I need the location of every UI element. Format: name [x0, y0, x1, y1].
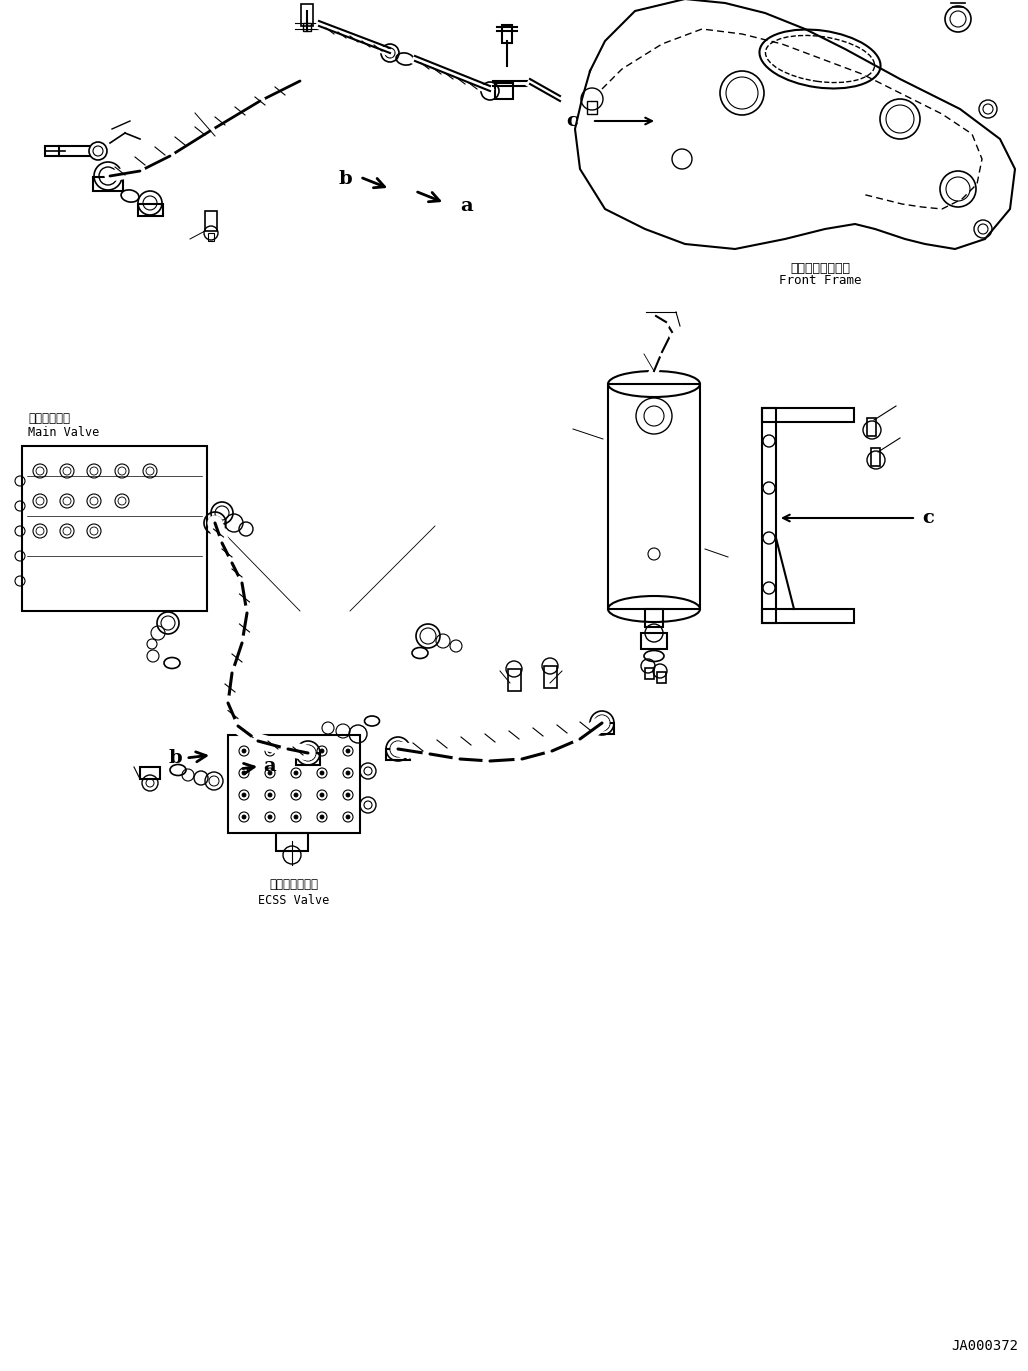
Circle shape — [294, 771, 298, 775]
Circle shape — [268, 792, 272, 797]
Bar — [762, 409, 854, 422]
Bar — [645, 609, 663, 627]
Bar — [140, 766, 160, 779]
Bar — [502, 25, 512, 43]
Bar — [45, 145, 59, 156]
Circle shape — [268, 814, 272, 818]
Circle shape — [346, 771, 350, 775]
Bar — [301, 4, 313, 26]
Bar — [93, 177, 123, 191]
Circle shape — [268, 771, 272, 775]
Text: c: c — [922, 509, 933, 526]
Circle shape — [294, 814, 298, 818]
Bar — [657, 672, 666, 683]
Bar — [762, 409, 776, 622]
Bar — [508, 669, 521, 691]
Circle shape — [242, 771, 246, 775]
Bar — [587, 101, 597, 114]
Bar — [22, 446, 207, 611]
Text: b: b — [338, 170, 352, 188]
Bar — [208, 233, 214, 241]
Bar — [867, 418, 876, 436]
Text: c: c — [566, 112, 578, 130]
Circle shape — [242, 749, 246, 753]
Circle shape — [294, 749, 298, 753]
Text: b: b — [169, 749, 182, 766]
Circle shape — [242, 814, 246, 818]
Circle shape — [294, 792, 298, 797]
Text: Main Valve: Main Valve — [28, 425, 100, 439]
Bar — [228, 735, 360, 834]
Bar — [590, 723, 614, 733]
Bar — [138, 204, 163, 217]
Bar — [641, 633, 667, 648]
Bar — [205, 211, 217, 230]
Bar — [495, 84, 513, 99]
Text: ＥＣＳＳバルブ: ＥＣＳＳバルブ — [269, 879, 319, 891]
Text: ECSS Valve: ECSS Valve — [258, 894, 330, 906]
Bar — [296, 753, 320, 765]
Bar — [544, 666, 557, 688]
Circle shape — [320, 792, 324, 797]
Text: a: a — [263, 757, 276, 775]
Circle shape — [320, 814, 324, 818]
Text: JA000372: JA000372 — [951, 1339, 1018, 1353]
Bar — [762, 609, 854, 622]
Bar — [386, 749, 410, 760]
Circle shape — [268, 749, 272, 753]
Text: フロントフレーム: フロントフレーム — [790, 262, 850, 274]
Text: メインバルブ: メインバルブ — [28, 413, 70, 425]
Bar — [276, 834, 308, 851]
Bar — [645, 668, 654, 679]
Bar — [871, 448, 880, 466]
Text: Front Frame: Front Frame — [779, 274, 861, 288]
Bar — [608, 384, 700, 609]
Circle shape — [346, 814, 350, 818]
Circle shape — [346, 749, 350, 753]
Circle shape — [320, 771, 324, 775]
Circle shape — [320, 749, 324, 753]
Text: a: a — [460, 197, 473, 215]
Circle shape — [346, 792, 350, 797]
Bar — [303, 23, 311, 32]
Circle shape — [242, 792, 246, 797]
